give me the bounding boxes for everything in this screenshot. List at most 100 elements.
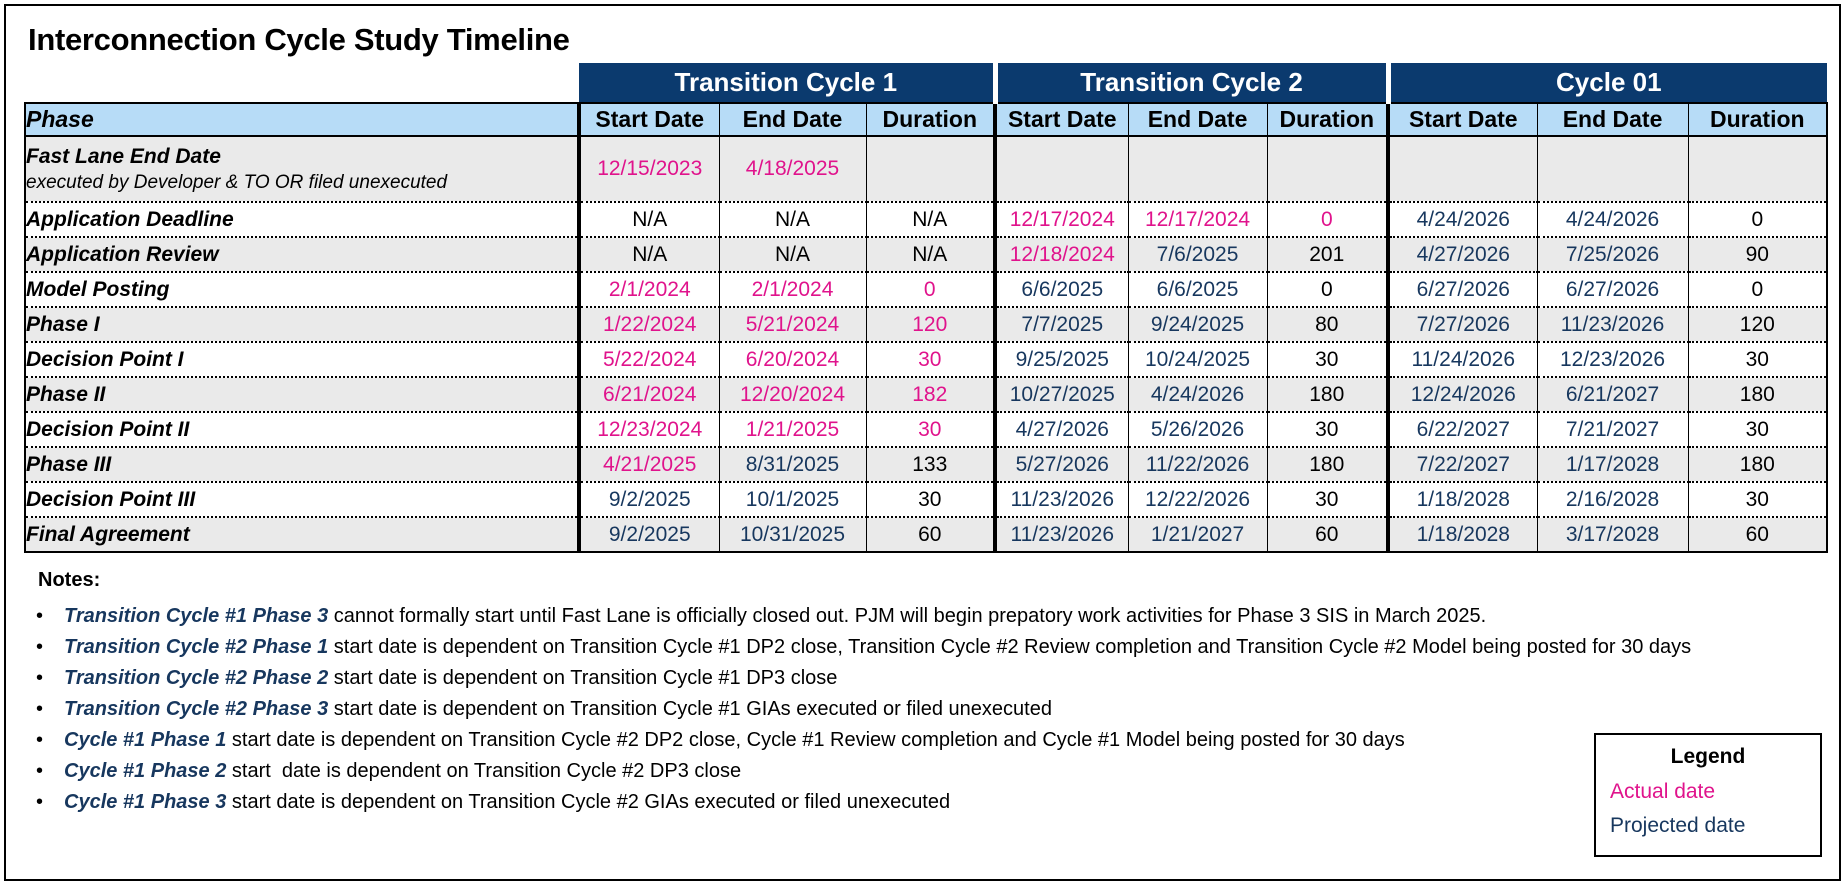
table-cell: 1/21/2025 xyxy=(718,412,866,448)
table-cell: 1/18/2028 xyxy=(1386,517,1538,553)
column-header-duration: Duration xyxy=(865,102,996,137)
table-cell: 1/17/2028 xyxy=(1536,447,1689,483)
phase-cell: Decision Point I xyxy=(24,342,579,378)
phase-label: Final Agreement xyxy=(26,522,190,546)
phase-cell: Final Agreement xyxy=(24,517,579,553)
column-header-row: Phase Start Date End Date Duration Start… xyxy=(24,102,1829,137)
table-cell: 11/22/2026 xyxy=(1127,447,1268,483)
table-cell: 4/27/2026 xyxy=(1386,237,1538,273)
table-row: Application Review N/A N/A N/A 12/18/2024 7/6… xyxy=(24,237,1829,273)
table-cell: 0 xyxy=(1266,202,1389,238)
table-cell: 4/27/2026 xyxy=(993,412,1129,448)
group-header-cycle-01: Cycle 01 xyxy=(1385,63,1828,103)
phase-cell: Decision Point II xyxy=(24,412,579,448)
table-row: Phase I 1/22/2024 5/21/2024 120 7/7/2025 9/24… xyxy=(24,307,1829,343)
table-cell: 30 xyxy=(1687,342,1829,378)
phase-sublabel: executed by Developer & TO OR filed unex… xyxy=(26,171,448,193)
table-cell: 30 xyxy=(1687,412,1829,448)
table-cell: 6/21/2027 xyxy=(1536,377,1689,413)
group-header-transition-cycle-1: Transition Cycle 1 xyxy=(579,63,996,103)
note-item: • Transition Cycle #2 Phase 3 start date … xyxy=(36,694,1691,725)
table-cell: N/A xyxy=(718,202,866,238)
table-cell: N/A xyxy=(865,237,996,273)
table-cell: 7/25/2026 xyxy=(1536,237,1689,273)
note-text: start date is dependent on Transition Cy… xyxy=(226,791,951,813)
table-cell: 201 xyxy=(1266,237,1389,273)
table-cell: 0 xyxy=(1266,272,1389,308)
table-cell: 4/21/2025 xyxy=(577,447,719,483)
table-cell: 30 xyxy=(1687,482,1829,518)
table-cell: 180 xyxy=(1687,447,1829,483)
table-row: Decision Point III 9/2/2025 10/1/2025 30 11/… xyxy=(24,482,1829,518)
table-cell: 180 xyxy=(1266,377,1389,413)
table-cell: 1/21/2027 xyxy=(1127,517,1268,553)
table-cell: 4/18/2025 xyxy=(718,136,866,203)
note-lead: Transition Cycle #1 Phase 3 xyxy=(64,605,329,627)
table-row: Fast Lane End Date executed by Developer … xyxy=(24,136,1829,203)
table-cell: 0 xyxy=(1687,202,1829,238)
table-cell: 10/27/2025 xyxy=(993,377,1129,413)
column-header-end-date: End Date xyxy=(718,102,866,137)
table-cell: 9/24/2025 xyxy=(1127,307,1268,343)
table-cell: 9/2/2025 xyxy=(577,482,719,518)
table-cell: 5/26/2026 xyxy=(1127,412,1268,448)
table-cell: N/A xyxy=(577,237,719,273)
bullet-icon: • xyxy=(36,636,44,658)
group-header-row: Transition Cycle 1 Transition Cycle 2 Cy… xyxy=(25,63,1828,103)
table-cell: 7/22/2027 xyxy=(1386,447,1538,483)
bullet-icon: • xyxy=(36,791,44,813)
notes-list: • Transition Cycle #1 Phase 3 cannot form… xyxy=(36,601,1691,818)
table-cell: 30 xyxy=(1266,412,1389,448)
note-text: start date is dependent on Transition Cy… xyxy=(328,667,838,689)
bullet-icon: • xyxy=(36,760,44,782)
table-cell: 10/24/2025 xyxy=(1127,342,1268,378)
note-item: • Transition Cycle #2 Phase 1 start date … xyxy=(36,632,1691,663)
phase-label: Phase I xyxy=(26,312,100,336)
note-lead: Cycle #1 Phase 3 xyxy=(64,791,227,813)
table-cell: N/A xyxy=(718,237,866,273)
column-header-duration: Duration xyxy=(1266,102,1389,137)
table-cell: 5/22/2024 xyxy=(577,342,719,378)
table-cell xyxy=(993,136,1129,203)
table-cell: 7/6/2025 xyxy=(1127,237,1268,273)
table-cell: 8/31/2025 xyxy=(718,447,866,483)
table-cell: 2/16/2028 xyxy=(1536,482,1689,518)
note-text: start date is dependent on Transition Cy… xyxy=(328,698,1052,720)
phase-label: Phase III xyxy=(26,452,112,476)
timeline-table: Transition Cycle 1 Transition Cycle 2 Cy… xyxy=(24,63,1829,553)
table-cell: 30 xyxy=(865,342,996,378)
table-cell: 12/20/2024 xyxy=(718,377,866,413)
table-cell xyxy=(1386,136,1538,203)
note-lead: Transition Cycle #2 Phase 2 xyxy=(64,667,329,689)
table-row: Decision Point II 12/23/2024 1/21/2025 30 4/… xyxy=(24,412,1829,448)
note-lead: Transition Cycle #2 Phase 1 xyxy=(64,636,329,658)
phase-cell: Decision Point III xyxy=(24,482,579,518)
table-cell: 6/27/2026 xyxy=(1386,272,1538,308)
phase-label: Decision Point I xyxy=(26,347,184,371)
table-cell: 0 xyxy=(1687,272,1829,308)
column-header-start-date: Start Date xyxy=(993,102,1129,137)
table-cell: 7/21/2027 xyxy=(1536,412,1689,448)
phase-cell: Fast Lane End Date executed by Developer … xyxy=(24,136,579,203)
table-cell: 12/24/2026 xyxy=(1386,377,1538,413)
table-cell: 4/24/2026 xyxy=(1536,202,1689,238)
table-cell: 2/1/2024 xyxy=(577,272,719,308)
table-cell: 6/6/2025 xyxy=(1127,272,1268,308)
phase-label: Decision Point II xyxy=(26,417,190,441)
table-cell: 2/1/2024 xyxy=(718,272,866,308)
table-cell: 30 xyxy=(865,482,996,518)
note-text: start date is dependent on Transition Cy… xyxy=(226,729,1405,751)
table-row: Application Deadline N/A N/A N/A 12/17/2024 1… xyxy=(24,202,1829,238)
bullet-icon: • xyxy=(36,698,44,720)
table-cell: 182 xyxy=(865,377,996,413)
table-cell: 133 xyxy=(865,447,996,483)
phase-cell: Application Deadline xyxy=(24,202,579,238)
column-header-end-date: End Date xyxy=(1127,102,1268,137)
column-header-start-date: Start Date xyxy=(577,102,719,137)
table-cell: 5/21/2024 xyxy=(718,307,866,343)
table-cell: 12/23/2024 xyxy=(577,412,719,448)
table-cell: 11/23/2026 xyxy=(993,517,1129,553)
page-title: Interconnection Cycle Study Timeline xyxy=(28,22,570,57)
table-cell: 12/17/2024 xyxy=(993,202,1129,238)
phase-label: Fast Lane End Date xyxy=(26,144,221,168)
